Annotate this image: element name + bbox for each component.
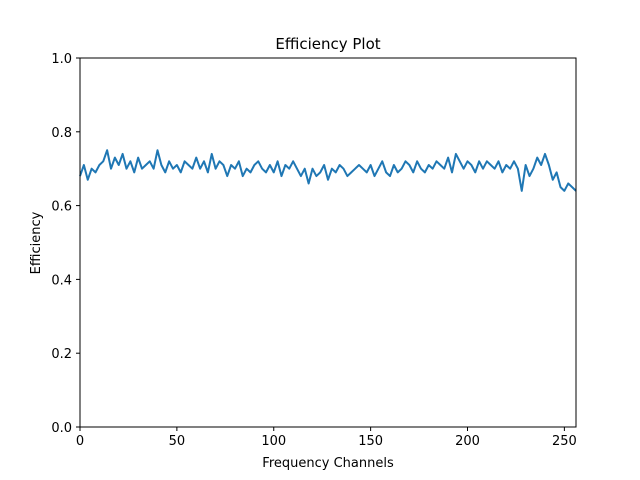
x-tick-label: 0: [76, 434, 84, 449]
x-tick-label: 200: [455, 434, 480, 449]
y-tick-label: 0.2: [51, 347, 72, 362]
x-tick-label: 50: [169, 434, 186, 449]
y-tick-label: 0.4: [51, 273, 72, 288]
y-tick-label: 0.0: [51, 421, 72, 436]
chart-title: Efficiency Plot: [275, 35, 380, 53]
y-tick-label: 0.6: [51, 200, 72, 215]
plot-area: 0 50 100 150 200 250 0.0 0.2 0.4 0.6 0.8 1.0: [51, 52, 576, 449]
x-tick-label: 250: [552, 434, 577, 449]
y-axis-label: Efficiency: [29, 211, 44, 274]
series-line-0: [79, 149, 577, 192]
axes-frame: [79, 57, 577, 428]
y-tick-label: 1.0: [51, 52, 72, 67]
x-tick-label: 100: [261, 434, 286, 449]
x-tick-label: 150: [358, 434, 383, 449]
x-axis-label: Frequency Channels: [262, 456, 394, 471]
y-tick-label: 0.8: [51, 126, 72, 141]
